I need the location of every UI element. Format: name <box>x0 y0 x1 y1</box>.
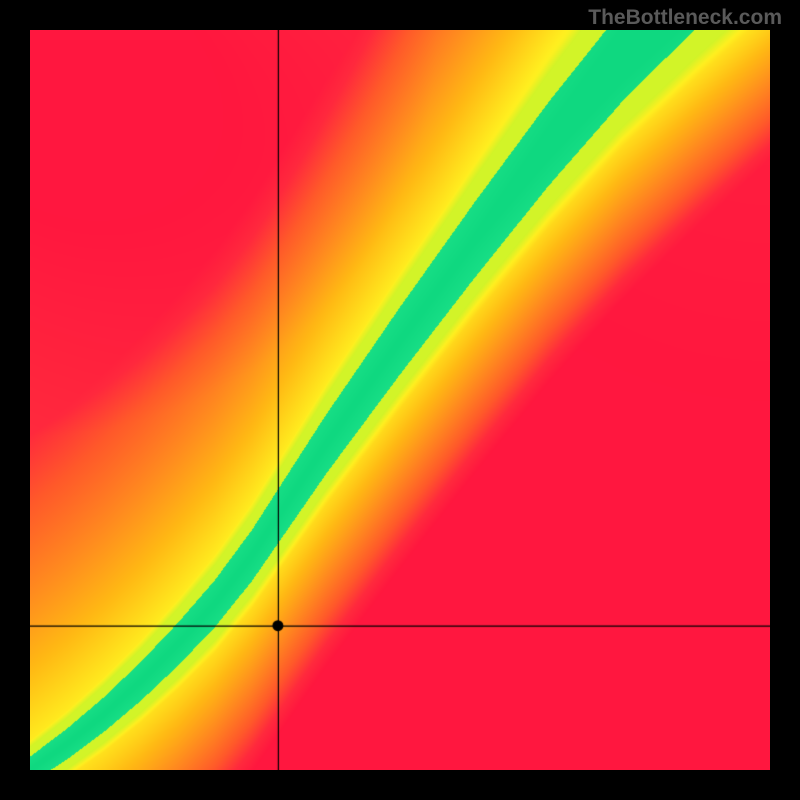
heatmap-canvas <box>30 30 770 770</box>
watermark-text: TheBottleneck.com <box>588 6 782 30</box>
chart-container: TheBottleneck.com <box>0 0 800 800</box>
